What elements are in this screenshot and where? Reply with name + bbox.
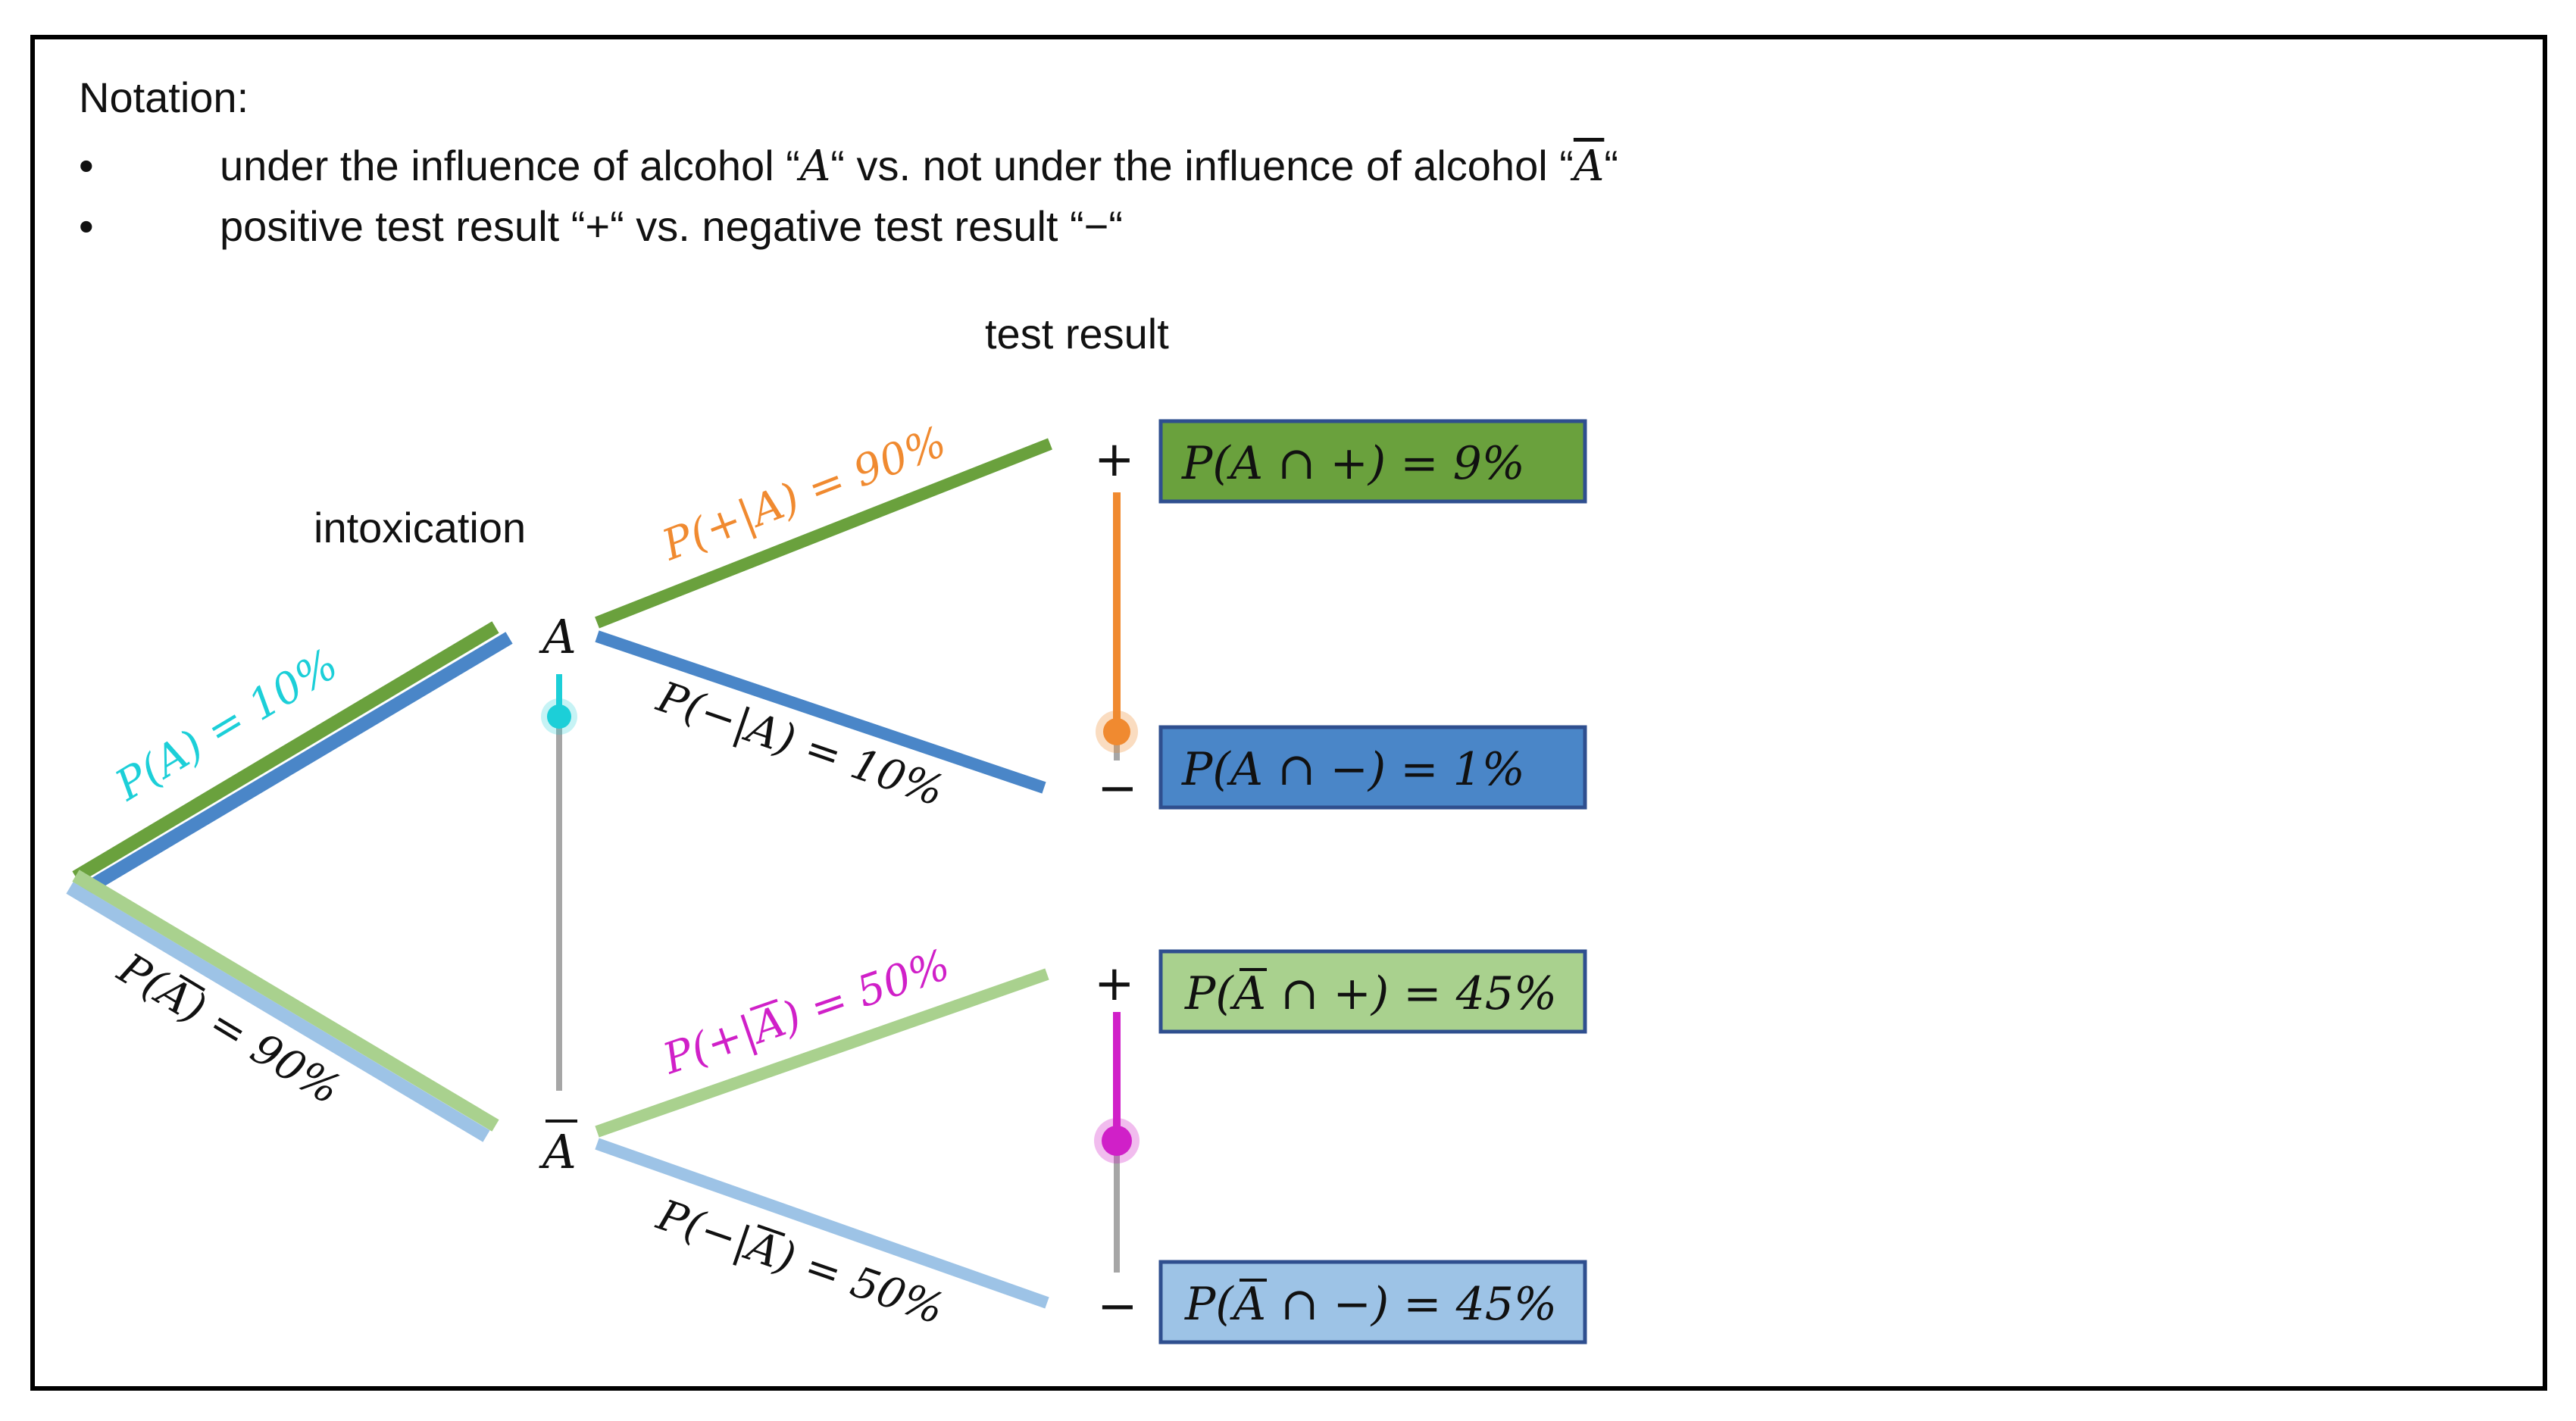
bullet-dot-2: • — [79, 202, 94, 250]
slider-test-notA-handle[interactable] — [1102, 1126, 1132, 1156]
outcome-not-a-plus: P(A ∩ +) = 45% — [1184, 967, 1557, 1020]
outcome-box-not-a-plus — [1158, 949, 1587, 1034]
slider-intoxication-handle[interactable] — [547, 704, 571, 729]
bullet-1-mid: “ vs. not under the influence of alcohol… — [830, 142, 1574, 189]
branch-root-to-a-blue — [80, 632, 513, 897]
branch-notA-to-plus — [595, 968, 1049, 1138]
outcome-box-not-a-minus — [1158, 1260, 1587, 1344]
node-minus-top: − — [1097, 760, 1138, 817]
outcome-box-a-plus — [1158, 419, 1587, 504]
node-plus-top: + — [1094, 432, 1135, 488]
bullet-1-var-a: A — [799, 142, 831, 191]
bullet-1-var-a-bar: A — [1573, 142, 1605, 191]
bullet-1-prefix: under the influence of alcohol “ — [220, 142, 800, 189]
node-a: A — [539, 609, 577, 664]
label-p-minus-given-not-a-overline — [757, 1224, 786, 1237]
node-a-bar: A — [539, 1124, 577, 1179]
branch-notA-to-minus — [595, 1138, 1049, 1309]
notation-heading: Notation: — [79, 73, 249, 121]
notation-bullet-2: positive test result “+“ vs. negative te… — [220, 202, 1124, 250]
branch-root-to-notA-lightgreen — [72, 870, 499, 1132]
level-label-test-result: test result — [985, 310, 1169, 358]
bullet-1-suffix: “ — [1604, 142, 1618, 189]
outcome-a-minus: P(A ∩ −) = 1% — [1181, 743, 1525, 796]
node-minus-bottom: − — [1097, 1279, 1138, 1335]
slider-test-a-handle[interactable] — [1103, 718, 1130, 745]
notation-bullet-1: under the influence of alcohol “A“ vs. n… — [220, 141, 1618, 191]
branch-a-to-minus — [595, 630, 1046, 794]
outcome-not-a-minus: P(A ∩ −) = 45% — [1184, 1278, 1557, 1331]
diagram-frame — [30, 35, 2547, 1391]
level-label-intoxication: intoxication — [314, 504, 527, 551]
node-plus-bottom: + — [1094, 956, 1135, 1012]
branch-a-to-plus — [595, 438, 1052, 629]
bullet-dot-1: • — [79, 142, 94, 189]
outcome-a-plus: P(A ∩ +) = 9% — [1181, 437, 1525, 490]
branch-root-to-a-green — [72, 621, 499, 883]
label-p-not-a-overline — [179, 973, 206, 992]
label-p-plus-given-not-a-overline — [749, 998, 778, 1011]
branch-root-to-notA-lightblue — [66, 882, 490, 1142]
outcome-box-a-minus — [1158, 725, 1587, 810]
